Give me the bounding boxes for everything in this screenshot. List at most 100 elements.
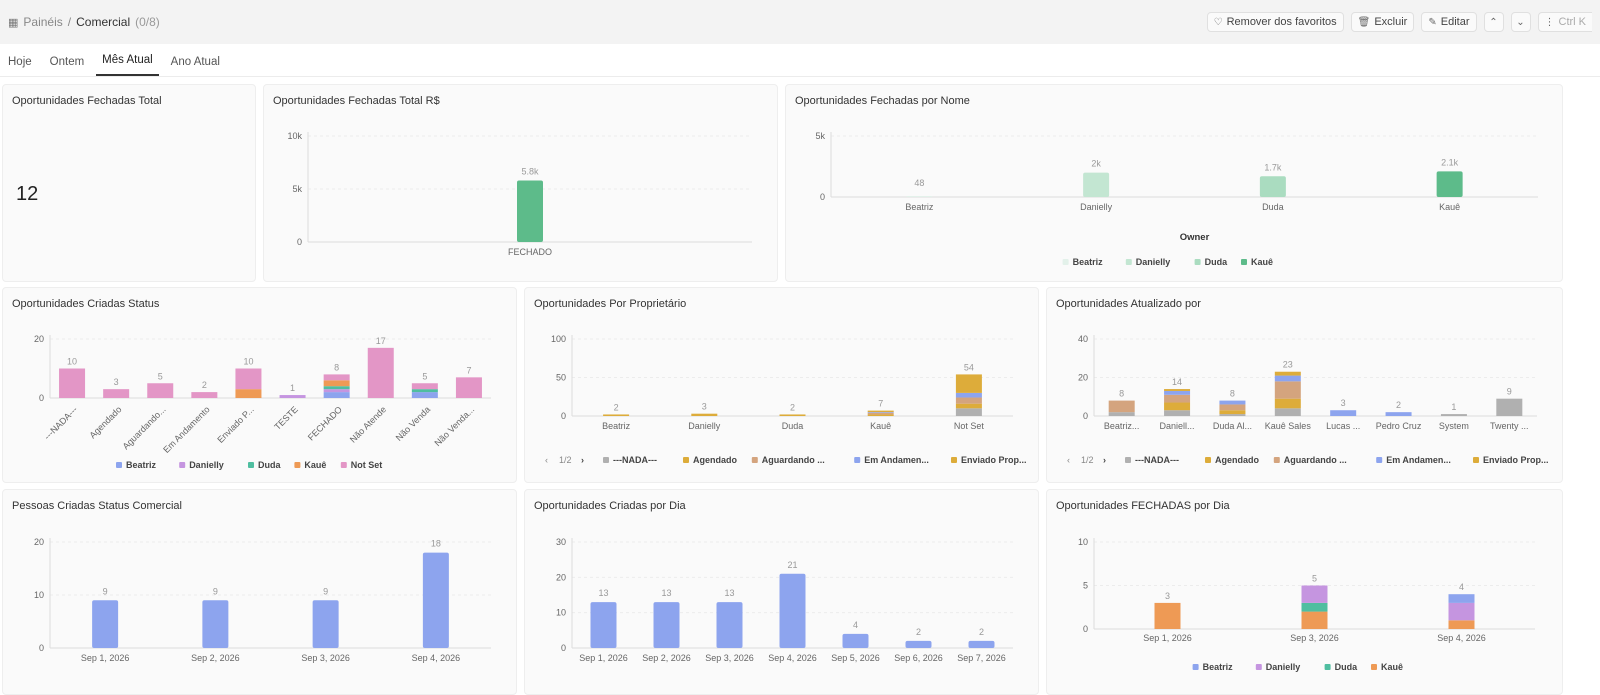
edit-button[interactable]: ✎ Editar — [1421, 12, 1477, 32]
legend-item: ---NADA--- — [1135, 455, 1179, 465]
data-label: 21 — [787, 560, 797, 570]
bar-segment — [1164, 390, 1191, 395]
tab-mes-atual[interactable]: Mês Atual — [96, 43, 159, 76]
legend-swatch — [1205, 457, 1211, 463]
widget-pessoas-status[interactable]: Pessoas Criadas Status Comercial 0 10 20 9 S… — [2, 489, 517, 695]
data-label: 14 — [1172, 377, 1182, 387]
bar — [1436, 171, 1463, 197]
bar-segment — [1164, 394, 1191, 403]
trash-icon: 🗑︎ — [1357, 16, 1371, 28]
previous-record-button[interactable]: ⌃ — [1483, 12, 1504, 32]
widget-criadas-status[interactable]: Oportunidades Criadas Status 0 20 10 ---NAD… — [2, 287, 517, 483]
tab-ontem[interactable]: Ontem — [49, 56, 85, 68]
x-tick-label: Agendado — [87, 404, 123, 440]
data-label: 48 — [914, 178, 924, 188]
breadcrumb-current: Comercial — [76, 15, 131, 29]
x-tick-label: Sep 4, 2026 — [412, 653, 461, 663]
bar-segment — [1301, 585, 1328, 603]
bar-segment — [1274, 371, 1301, 376]
bar-segment — [323, 386, 350, 390]
y-tick-label: 20 — [34, 334, 44, 344]
y-tick-label: 10k — [287, 131, 302, 141]
tab-hoje[interactable]: Hoje — [8, 56, 32, 68]
delete-button[interactable]: 🗑︎ Excluir — [1350, 12, 1415, 32]
legend-swatch — [1376, 457, 1383, 463]
data-label: 8 — [1230, 389, 1235, 399]
chart-por-nome: 0 5k 48 Beatriz 2k Danielly 1.7k Duda 2.1k Kauê Ow… — [815, 131, 1538, 267]
x-tick-label: Danielly — [688, 421, 721, 431]
widget-kpi-total[interactable]: Oportunidades Fechadas Total 12 — [2, 84, 256, 282]
data-label: 3 — [702, 402, 707, 412]
bar-segment — [323, 389, 350, 393]
bar — [1083, 172, 1110, 197]
x-tick-label: Duda — [1262, 202, 1284, 212]
x-tick-label: Sep 7, 2026 — [957, 653, 1006, 663]
x-tick-label: Kauê Sales — [1265, 421, 1312, 431]
kpi-value: 12 — [16, 183, 39, 205]
widget-por-nome[interactable]: Oportunidades Fechadas por Nome 0 5k 48 Bea… — [785, 84, 1563, 282]
data-label: 5.8k — [521, 167, 539, 177]
bar — [779, 573, 806, 648]
chart-por-proprietario: 0 50 100 2 Beatriz 3 Danielly 2 Duda 7 Kauê 54 Not S… — [545, 334, 1027, 465]
x-tick-label: Aguardando... — [121, 404, 168, 451]
legend-swatch — [1125, 259, 1132, 265]
legend-swatch — [116, 462, 122, 468]
legend-item: Em Andamen... — [864, 455, 929, 465]
x-tick-label: Duda Al... — [1213, 421, 1252, 431]
legend-item: Duda — [1205, 257, 1228, 267]
command-menu-button[interactable]: ⋮ Ctrl K — [1537, 12, 1592, 32]
bar-segment — [1274, 381, 1301, 399]
x-tick-label: Sep 1, 2026 — [81, 653, 130, 663]
widget-atualizado-por[interactable]: Oportunidades Atualizado por 0 20 40 8 Beatr… — [1046, 287, 1563, 483]
bar-segment — [955, 374, 982, 393]
widget-por-proprietario[interactable]: Oportunidades Por Proprietário 0 50 100 2 Be… — [524, 287, 1039, 483]
data-label: 2 — [979, 627, 984, 637]
bar — [716, 602, 743, 648]
tab-ano-atual[interactable]: Ano Atual — [170, 56, 220, 68]
breadcrumb-root[interactable]: Painéis — [23, 15, 63, 29]
bar-segment — [1164, 402, 1191, 411]
widget-total-rs[interactable]: Oportunidades Fechadas Total R$ 0 5k 10k 5.… — [263, 84, 778, 282]
data-label: 5 — [422, 371, 427, 381]
chart-fechadas-dia: 0 5 10 3 Sep 1, 2026 5 Sep 3, 2026 4 Sep 4, 2026… — [1078, 537, 1535, 672]
x-tick-label: Sep 3, 2026 — [301, 653, 350, 663]
y-tick-label: 5k — [292, 184, 302, 194]
breadcrumb: ▦ Painéis / Comercial (0/8) — [8, 15, 160, 29]
bar — [517, 180, 543, 242]
bar — [842, 633, 869, 648]
chart-criadas-status: 0 20 10 ---NADA--- 3 Agendado 5 Aguardando... 2 E… — [34, 334, 491, 470]
y-tick-label: 0 — [1083, 411, 1088, 421]
dashboard-grid-icon: ▦ — [8, 16, 19, 29]
legend-item: Danielly — [1136, 257, 1171, 267]
data-label: 4 — [853, 620, 858, 630]
x-tick-label: Não Atende — [348, 404, 388, 444]
widget-title: Oportunidades Fechadas Total R$ — [273, 95, 440, 107]
bar-segment — [1164, 410, 1191, 416]
bar-segment — [1448, 594, 1475, 603]
x-tick-label: Kauê — [1439, 202, 1460, 212]
bar — [906, 196, 933, 197]
bar-segment — [1448, 602, 1475, 621]
y-tick-label: 5 — [1083, 581, 1088, 591]
next-record-button[interactable]: ⌄ — [1510, 12, 1531, 32]
bar — [202, 600, 229, 648]
bar — [590, 602, 617, 648]
y-tick-label: 0 — [561, 411, 566, 421]
chart-criadas-dia: 0 10 20 30 13 Sep 1, 2026 13 Sep 2, 2026 13 Sep 3… — [556, 537, 1013, 663]
data-label: 3 — [1341, 398, 1346, 408]
bar-segment — [367, 347, 394, 398]
pager-next-icon: › — [581, 455, 584, 465]
unfavorite-button[interactable]: ♡ Remover dos favoritos — [1206, 12, 1344, 32]
widget-criadas-dia[interactable]: Oportunidades Criadas por Dia 0 10 20 30 13 S… — [524, 489, 1039, 695]
bar-segment — [955, 397, 982, 404]
bar-segment — [1108, 412, 1135, 416]
widget-fechadas-dia[interactable]: Oportunidades FECHADAS por Dia 0 5 10 3 Sep … — [1046, 489, 1563, 695]
x-tick-label: System — [1439, 421, 1469, 431]
bar-segment — [411, 392, 438, 398]
pager-label: 1/2 — [1081, 455, 1094, 465]
bar-segment — [235, 368, 262, 390]
widget-title: Oportunidades Criadas por Dia — [534, 500, 686, 512]
legend-item: Agendado — [693, 455, 738, 465]
y-tick-label: 0 — [297, 237, 302, 247]
x-tick-label: Sep 1, 2026 — [579, 653, 628, 663]
